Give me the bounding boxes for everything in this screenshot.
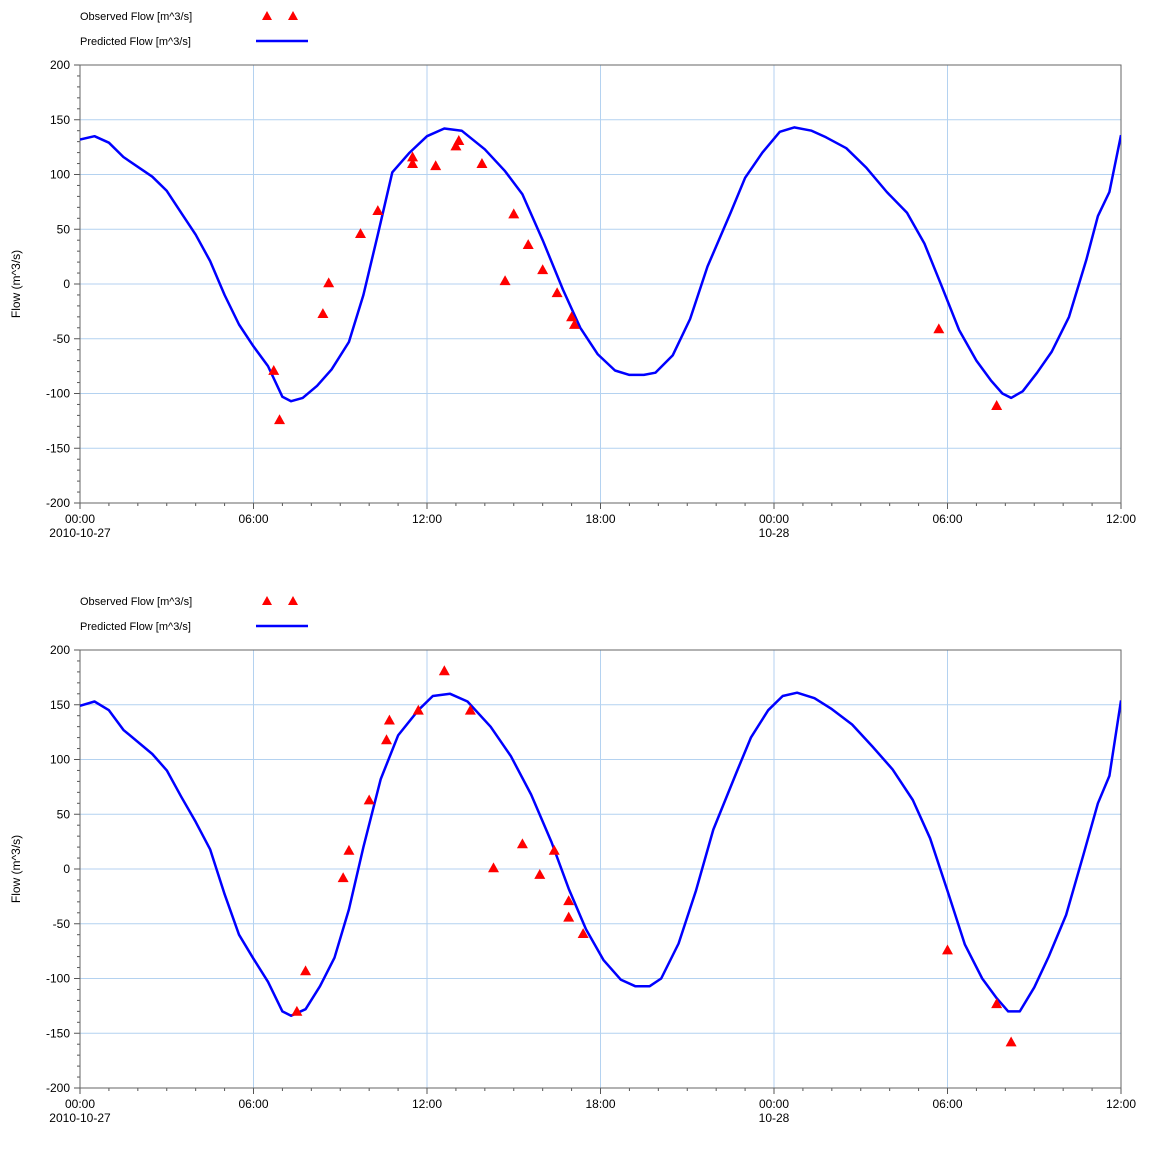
x-tick-sublabel: 10-28 xyxy=(759,1111,790,1125)
observed-flow-point xyxy=(476,158,488,168)
legend-observed-marker xyxy=(288,596,298,605)
x-tick-label: 00:00 xyxy=(65,1097,95,1111)
observed-flow-point xyxy=(337,872,349,883)
x-tick-label: 00:00 xyxy=(759,1097,789,1111)
observed-flow-point xyxy=(991,998,1003,1009)
legend-predicted-label: Predicted Flow [m^3/s] xyxy=(80,36,191,48)
observed-flow-point xyxy=(430,160,442,171)
observed-flow-point xyxy=(343,844,355,855)
legend-observed-label: Observed Flow [m^3/s] xyxy=(80,11,192,23)
observed-flow-point xyxy=(548,844,560,855)
observed-flow-point xyxy=(534,868,546,879)
observed-flow-point xyxy=(381,734,393,745)
observed-flow-point xyxy=(291,1005,303,1016)
y-axis-label: Flow (m^3/s) xyxy=(9,250,23,318)
observed-flow-point xyxy=(563,895,575,906)
y-tick-label: -150 xyxy=(46,441,70,455)
y-tick-label: 200 xyxy=(50,58,70,72)
x-tick-label: 12:00 xyxy=(412,512,442,526)
observed-flow-point xyxy=(363,794,375,805)
chart-svg: -200-150-100-5005010015020000:002010-10-… xyxy=(9,596,1136,1125)
y-tick-label: -100 xyxy=(46,387,70,401)
y-tick-label: 100 xyxy=(50,753,70,767)
observed-flow-point xyxy=(537,264,549,275)
observed-flow-point xyxy=(383,714,395,725)
observed-flow-point xyxy=(577,928,589,939)
observed-flow-point xyxy=(1005,1036,1017,1047)
y-tick-label: -200 xyxy=(46,1081,70,1095)
observed-flow-point xyxy=(991,400,1003,410)
y-tick-label: 100 xyxy=(50,168,70,182)
x-tick-label: 00:00 xyxy=(65,512,95,526)
observed-flow-point xyxy=(566,311,578,322)
y-tick-label: 150 xyxy=(50,113,70,127)
flow-chart-bottom: -200 -150 -100 -50 0 50 100 150 200 00:00 2010-10-… xyxy=(0,585,1151,1155)
x-tick-label: 18:00 xyxy=(585,512,615,526)
predicted-flow-line xyxy=(80,126,1121,403)
plot-frame xyxy=(79,649,1122,1089)
legend: Observed Flow [m^3/s] Predicted Flow [m^3… xyxy=(80,596,308,633)
x-tick-label: 06:00 xyxy=(932,512,962,526)
observed-flow-point xyxy=(274,414,286,425)
y-tick-label: 50 xyxy=(57,222,71,236)
observed-flow-point xyxy=(568,319,580,329)
observed-flow-point xyxy=(563,911,575,922)
legend-observed-marker xyxy=(262,11,272,20)
x-tick-label: 00:00 xyxy=(759,512,789,526)
observed-flow-point xyxy=(450,140,462,151)
flow-chart-top: -200 -150 -100 -50 0 50 100 150 200 00:00 2010-10-… xyxy=(0,0,1151,570)
observed-flow-point xyxy=(488,862,500,873)
y-tick-label: 0 xyxy=(63,277,70,291)
observed-flow-point xyxy=(942,944,953,955)
legend-predicted-label: Predicted Flow [m^3/s] xyxy=(80,621,191,633)
y-tick-label: -150 xyxy=(46,1026,70,1040)
observed-flow-point xyxy=(407,158,419,168)
y-tick-label: -50 xyxy=(53,917,71,931)
observed-flow-point xyxy=(354,228,366,239)
x-tick-label: 06:00 xyxy=(932,1097,962,1111)
chart-svg: -200-150-100-5005010015020000:002010-10-… xyxy=(9,11,1136,540)
x-tick-sublabel: 2010-10-27 xyxy=(49,1111,111,1125)
x-tick-label: 06:00 xyxy=(238,1097,268,1111)
observed-flow-point xyxy=(522,239,534,249)
x-tick-label: 12:00 xyxy=(1106,1097,1136,1111)
x-tick-label: 18:00 xyxy=(585,1097,615,1111)
y-tick-label: 200 xyxy=(50,643,70,657)
observed-flow-point xyxy=(412,704,424,715)
y-tick-label: -50 xyxy=(53,332,71,346)
observed-flow-point xyxy=(508,208,520,219)
x-tick-label: 06:00 xyxy=(238,512,268,526)
observed-flow-point xyxy=(407,151,419,162)
observed-flow-point xyxy=(372,205,384,216)
y-axis-label: Flow (m^3/s) xyxy=(9,835,23,903)
legend-observed-marker xyxy=(262,596,272,605)
legend-observed-label: Observed Flow [m^3/s] xyxy=(80,596,192,608)
y-tick-label: -100 xyxy=(46,972,70,986)
observed-flow-point xyxy=(453,135,465,145)
x-tick-label: 12:00 xyxy=(412,1097,442,1111)
y-tick-label: 0 xyxy=(63,862,70,876)
observed-flow-point xyxy=(551,287,563,298)
legend-observed-marker xyxy=(288,11,298,20)
plot-frame xyxy=(79,64,1122,504)
y-tick-label: 50 xyxy=(57,807,71,821)
x-tick-label: 12:00 xyxy=(1106,512,1136,526)
observed-flow-point xyxy=(268,365,280,375)
y-tick-label: 150 xyxy=(50,698,70,712)
observed-flow-point xyxy=(317,308,329,318)
y-tick-label: -200 xyxy=(46,496,70,510)
observed-flow-point xyxy=(464,704,476,715)
observed-flow-point xyxy=(933,323,945,334)
x-tick-sublabel: 2010-10-27 xyxy=(49,526,111,540)
x-tick-sublabel: 10-28 xyxy=(759,526,790,540)
observed-flow-point xyxy=(499,275,511,286)
legend: Observed Flow [m^3/s] Predicted Flow [m^3… xyxy=(80,11,308,48)
observed-flow-point xyxy=(323,277,335,288)
predicted-flow-line xyxy=(80,691,1121,1017)
observed-flow-point xyxy=(300,965,312,976)
observed-flow-point xyxy=(438,665,450,676)
observed-flow-point xyxy=(516,838,528,849)
